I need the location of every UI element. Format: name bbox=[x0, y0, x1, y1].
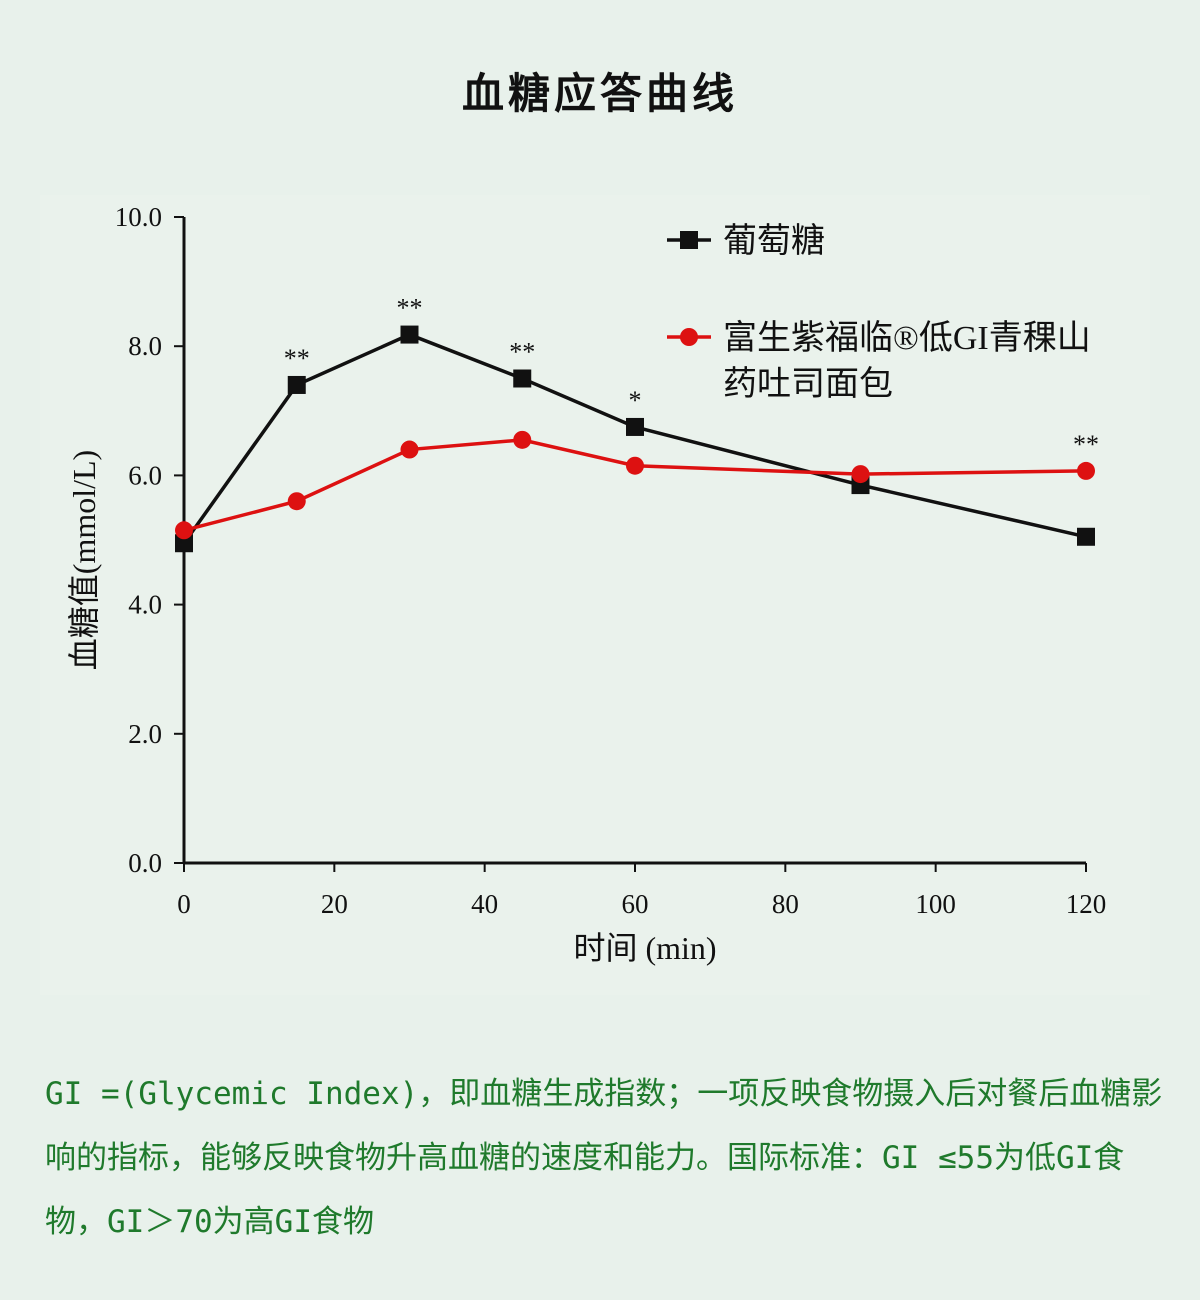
x-tick-label: 80 bbox=[772, 889, 799, 919]
x-tick-label: 100 bbox=[915, 889, 956, 919]
data-point-circle bbox=[287, 492, 306, 511]
y-tick-label: 8.0 bbox=[128, 331, 162, 361]
chart-panel: 0.0 2.0 4.0 6.0 8.0 10.0 0 20 40 60 80 100 120 时间 (mi… bbox=[40, 195, 1150, 995]
data-point-square bbox=[287, 375, 306, 394]
data-point-circle bbox=[851, 465, 870, 484]
legend-label-2-line-2: 药吐司面包 bbox=[723, 365, 893, 403]
significance-label: * bbox=[629, 386, 642, 415]
y-tick-label: 0.0 bbox=[128, 848, 162, 878]
y-tick-label: 4.0 bbox=[128, 590, 162, 620]
x-tick-label: 0 bbox=[177, 889, 191, 919]
series-line-2 bbox=[183, 438, 1087, 533]
blood-glucose-line-chart: 0.0 2.0 4.0 6.0 8.0 10.0 0 20 40 60 80 100 120 时间 (mi… bbox=[66, 202, 1107, 966]
data-point-square bbox=[1077, 527, 1095, 546]
y-tick-label: 10.0 bbox=[115, 202, 162, 232]
data-point-square bbox=[626, 417, 644, 436]
significance-label: ** bbox=[509, 338, 535, 367]
x-tick-label: 120 bbox=[1066, 889, 1107, 919]
data-point-circle bbox=[513, 430, 532, 449]
legend-marker-circle bbox=[680, 328, 698, 346]
legend-label-1: 葡萄糖 bbox=[723, 222, 825, 260]
data-point-circle bbox=[626, 456, 644, 475]
data-point-square bbox=[400, 325, 419, 344]
y-tick-label: 2.0 bbox=[128, 719, 162, 749]
legend-marker-square bbox=[680, 231, 698, 249]
data-point-circle bbox=[400, 440, 419, 459]
data-point-square bbox=[513, 369, 532, 388]
y-axis-label: 血糖值(mmol/L) bbox=[66, 450, 102, 670]
page-title: 血糖应答曲线 bbox=[461, 69, 738, 118]
x-tick-label: 40 bbox=[471, 889, 498, 919]
data-point-circle bbox=[1077, 461, 1095, 480]
series-line-1 bbox=[182, 332, 1087, 545]
y-tick-label: 6.0 bbox=[128, 460, 162, 490]
significance-label: ** bbox=[397, 294, 423, 323]
significance-label: ** bbox=[1073, 430, 1099, 459]
significance-label: ** bbox=[284, 344, 310, 373]
legend-label-2-line-1: 富生紫福临®低GI青稞山 bbox=[723, 319, 1091, 357]
gi-note: GI =(Glycemic Index)，即血糖生成指数；一项反映食物摄入后对餐… bbox=[45, 1076, 1163, 1240]
data-point-square bbox=[175, 534, 193, 553]
x-axis-label: 时间 (min) bbox=[573, 930, 716, 966]
data-point-circle bbox=[175, 521, 193, 540]
x-tick-label: 60 bbox=[622, 889, 649, 919]
x-tick-label: 20 bbox=[321, 889, 348, 919]
